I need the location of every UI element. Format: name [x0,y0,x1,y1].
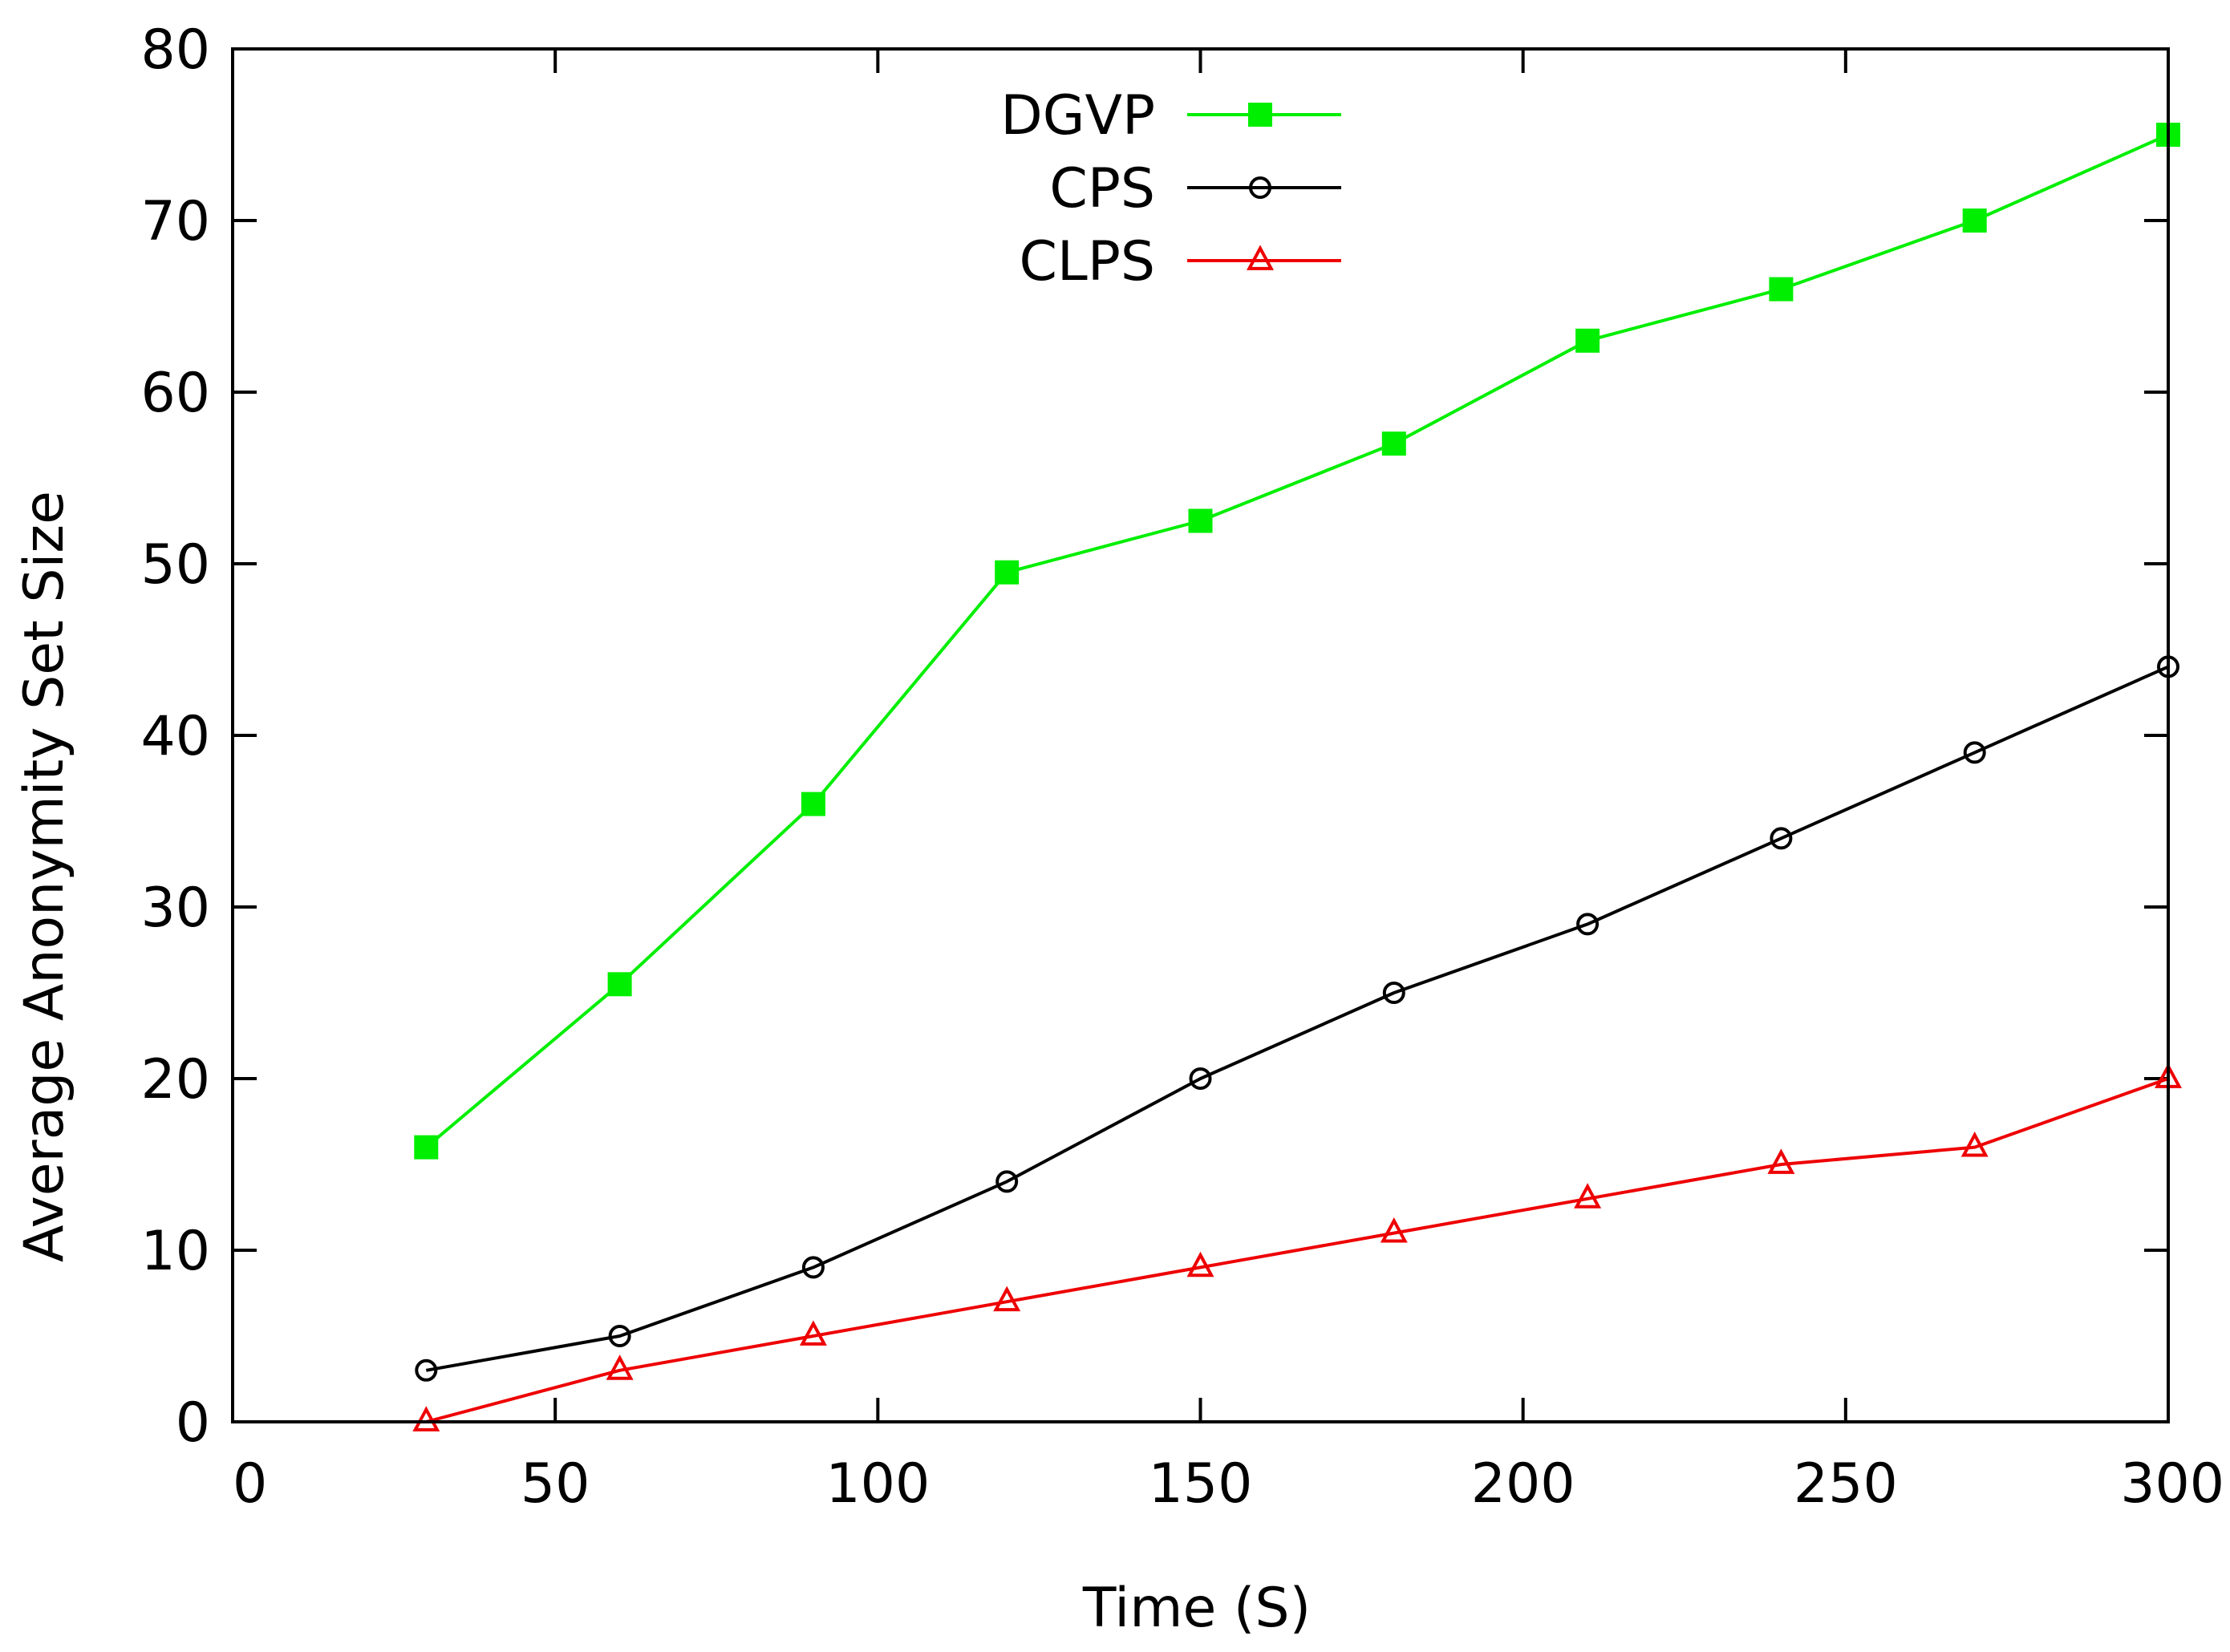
data-point-cps [1576,913,1600,936]
x-tick-label: 150 [1149,1452,1253,1516]
y-tick-label: 20 [140,1048,210,1111]
legend: DGVP CPS CLPS [1000,84,1341,294]
y-tick-label: 80 [140,18,210,82]
y-tick-label: 60 [140,362,210,425]
data-point-clps [1767,1148,1795,1174]
data-point-clps [799,1320,827,1346]
legend-label-cps: CPS [1049,157,1155,221]
series-dgvp [414,123,2180,1160]
data-point-clps [606,1354,634,1380]
y-tick-label: 50 [140,533,210,597]
y-tick-label: 30 [140,877,210,940]
y-tick-label: 0 [176,1391,210,1455]
data-point-cps [1963,741,1986,764]
plot-frame [231,47,2170,1423]
series-clps [412,1063,2182,1431]
series-line-clps [425,1077,2169,1423]
data-point-dgvp [414,1135,439,1160]
data-point-cps [1189,1067,1212,1090]
data-point-clps [412,1406,440,1431]
y-tick-label: 40 [140,705,210,768]
data-point-cps [608,1325,631,1347]
legend-marker-dgvp [1248,103,1272,127]
data-point-clps [993,1286,1021,1312]
data-point-dgvp [1381,431,1406,456]
y-axis-ticks: 0 10 20 30 40 50 60 70 80 [140,18,2168,1455]
x-tick-label: 300 [2120,1452,2224,1516]
legend-marker-clps [1247,245,1274,270]
x-axis-title: Time (S) [1082,1577,1311,1640]
x-tick-label: 0 [233,1452,267,1516]
data-point-dgvp [1188,508,1213,533]
legend-item-dgvp: DGVP [1000,84,1341,148]
data-point-cps [415,1358,438,1382]
data-point-cps [1382,982,1405,1004]
series-cps [415,655,2179,1382]
x-axis-ticks: 0 50 100 150 200 250 300 [231,49,2224,1516]
data-point-clps [1960,1131,1989,1157]
data-point-clps [1186,1251,1214,1277]
legend-label-clps: CLPS [1019,230,1155,294]
data-point-dgvp [607,972,632,997]
legend-item-cps: CPS [1049,157,1341,221]
legend-label-dgvp: DGVP [1000,84,1155,148]
series-layer [412,123,2182,1431]
x-tick-label: 100 [825,1452,930,1516]
data-point-cps [995,1170,1019,1193]
data-point-dgvp [1769,277,1794,302]
data-point-cps [1770,827,1793,850]
y-tick-label: 10 [140,1220,210,1283]
legend-marker-cps [1249,176,1271,199]
series-line-dgvp [425,133,2169,1149]
y-tick-label: 70 [140,190,210,253]
x-tick-label: 200 [1471,1452,1575,1516]
data-point-clps [1380,1217,1408,1243]
data-point-dgvp [995,560,1020,585]
data-point-cps [801,1256,825,1279]
data-point-dgvp [1575,328,1600,353]
y-axis-title: Average Anonymity Set Size [13,491,76,1262]
series-line-cps [425,665,2169,1372]
legend-item-clps: CLPS [1019,230,1341,294]
x-tick-label: 50 [521,1452,590,1516]
data-point-dgvp [801,792,825,816]
data-point-clps [1574,1183,1602,1209]
x-tick-label: 250 [1794,1452,1898,1516]
data-point-dgvp [1962,209,1987,233]
